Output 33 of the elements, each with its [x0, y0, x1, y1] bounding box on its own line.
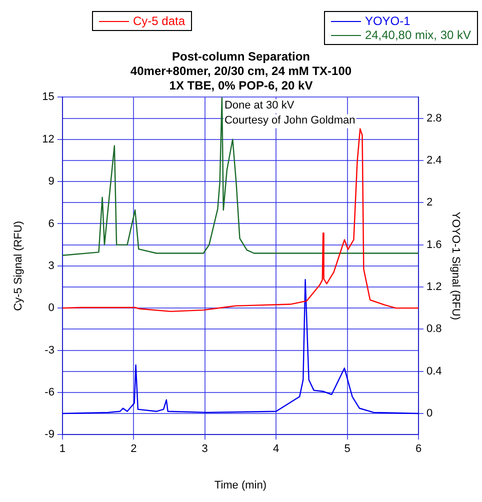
y-tick-label: 3 [48, 260, 54, 272]
y2-tick-label: 0 [426, 408, 433, 420]
chart-title: Post-column Separation [172, 50, 310, 64]
y-tick-label: 6 [48, 218, 54, 230]
y-tick-label: -6 [44, 386, 54, 398]
y-tick-label: -3 [44, 344, 54, 356]
x-tick-label: 5 [344, 443, 350, 456]
y2-tick-label: 0.4 [426, 365, 442, 378]
x-tick-label: 2 [130, 443, 137, 456]
x-tick-label: 3 [202, 443, 208, 456]
x-axis-title: Time (min) [214, 479, 267, 492]
y2-tick-label: 1.2 [426, 281, 442, 294]
x-tick-label: 6 [415, 443, 422, 456]
x-tick-label: 4 [273, 443, 280, 456]
y2-tick-label: 0.8 [426, 323, 442, 336]
annotation: Courtesy of John Goldman [224, 114, 356, 127]
y2-tick-label: 2.4 [426, 154, 442, 166]
annotation: Done at 30 kV [224, 100, 295, 112]
y2-tick-label: 1.6 [426, 238, 442, 251]
legend-label: 24,40,80 mix, 30 kV [364, 28, 471, 42]
y-tick-label: 12 [42, 133, 54, 146]
y2-axis-title: YOYO-1 Signal (RFU) [449, 212, 462, 320]
y-tick-label: 15 [42, 91, 54, 104]
y-tick-label: -9 [44, 428, 54, 441]
y-tick-label: 0 [48, 302, 54, 314]
legend-label: YOYO-1 [364, 14, 410, 28]
chart-subtitle: 40mer+80mer, 20/30 cm, 24 mM TX-100 1X TBE, 0% POP-6, 20 kV [130, 64, 352, 92]
legend-label: Cy-5 data [133, 14, 186, 28]
y2-tick-label: 2 [426, 196, 433, 209]
y2-tick-label: 2.8 [426, 112, 442, 124]
y-tick-label: 9 [48, 176, 54, 188]
y-axis-title: Cy-5 Signal (RFU) [12, 220, 25, 311]
x-tick-label: 1 [59, 443, 66, 456]
